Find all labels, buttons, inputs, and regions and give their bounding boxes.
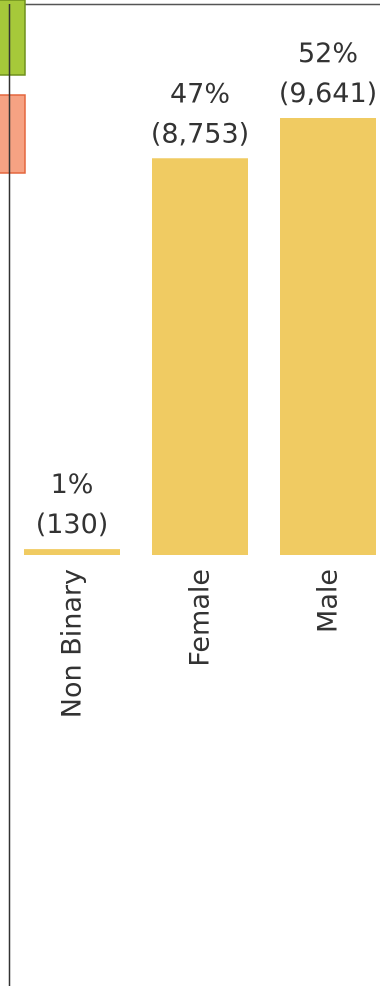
x-tick-label: Non Binary	[57, 569, 88, 718]
labels-layer: (130) 1% Non Binary (8,753) 47% Female (9,641)…	[36, 38, 377, 718]
data-label-percent: 52%	[298, 38, 358, 69]
data-label-count: (130)	[36, 509, 109, 540]
bar-non-binary[interactable]	[24, 549, 120, 555]
legend-swatch-green[interactable]	[0, 0, 26, 76]
bars-layer	[24, 118, 376, 555]
bar-male[interactable]	[280, 118, 376, 555]
x-tick-label: Female	[185, 569, 216, 667]
x-tick-label: Male	[313, 569, 344, 633]
data-label-count: (9,641)	[279, 78, 377, 109]
data-label-percent: 1%	[51, 469, 94, 500]
data-label-count: (8,753)	[151, 118, 249, 149]
data-label-percent: 47%	[170, 78, 230, 109]
bar-female[interactable]	[152, 158, 248, 555]
legend-swatch-orange[interactable]	[0, 94, 26, 174]
